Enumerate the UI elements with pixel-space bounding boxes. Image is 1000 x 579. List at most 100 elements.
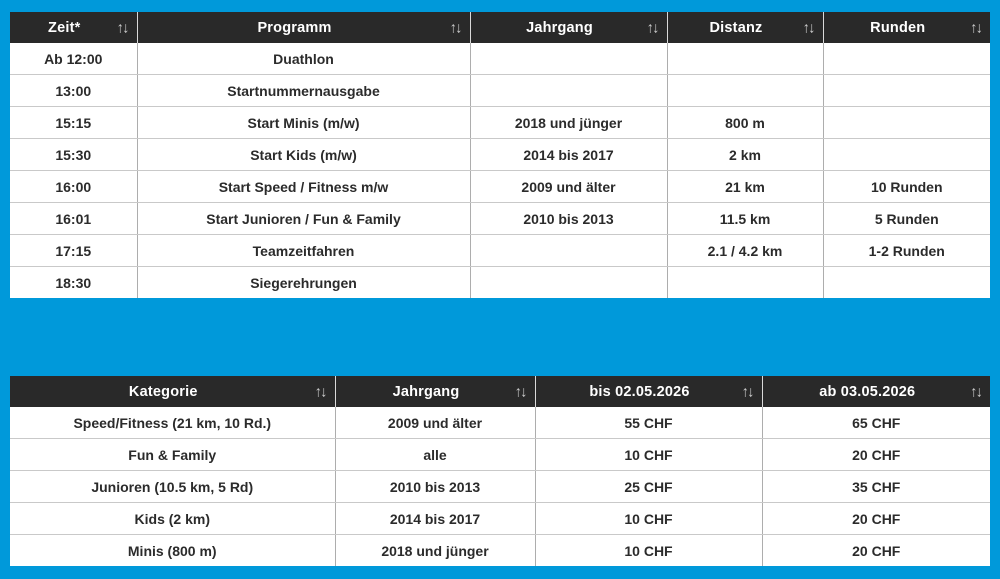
sort-updown-icon[interactable]: ↑↓ bbox=[802, 19, 816, 36]
table-cell: 2 km bbox=[667, 138, 824, 171]
column-header-kategorie[interactable]: Kategorie ↑↓ bbox=[10, 376, 336, 407]
table-cell: Start Minis (m/w) bbox=[137, 106, 471, 139]
table-cell: 10 CHF bbox=[535, 534, 763, 566]
table-cell: Start Junioren / Fun & Family bbox=[137, 202, 471, 235]
table-row: 18:30 Siegerehrungen bbox=[10, 266, 990, 299]
table-cell: 65 CHF bbox=[762, 407, 990, 439]
table-row: 17:15 Teamzeitfahren 2.1 / 4.2 km 1-2 Runde… bbox=[10, 234, 990, 267]
table-cell: 2.1 / 4.2 km bbox=[667, 234, 824, 267]
table-cell: Minis (800 m) bbox=[10, 534, 336, 566]
table-cell bbox=[823, 106, 990, 139]
table-cell: Speed/Fitness (21 km, 10 Rd.) bbox=[10, 407, 336, 439]
column-header-label: Runden bbox=[870, 19, 926, 36]
table-cell: 16:00 bbox=[10, 170, 138, 203]
column-header-label: ab 03.05.2026 bbox=[819, 383, 916, 400]
table-cell: 1-2 Runden bbox=[823, 234, 990, 267]
table-cell bbox=[823, 74, 990, 107]
table-cell: 800 m bbox=[667, 106, 824, 139]
header-row: Kategorie ↑↓ Jahrgang ↑↓ bis 02.05.2026 ↑↓ ab … bbox=[10, 376, 990, 407]
table-cell bbox=[470, 74, 668, 107]
table-row: 16:00 Start Speed / Fitness m/w 2009 und ä… bbox=[10, 170, 990, 203]
column-header-ab-03-05-2026[interactable]: ab 03.05.2026 ↑↓ bbox=[762, 376, 990, 407]
header-row: Zeit* ↑↓ Programm ↑↓ Jahrgang ↑↓ Distanz ↑↓ Rund… bbox=[10, 12, 990, 43]
sort-updown-icon[interactable]: ↑↓ bbox=[646, 19, 660, 36]
column-header-zeit[interactable]: Zeit* ↑↓ bbox=[10, 12, 138, 43]
table-cell bbox=[470, 266, 668, 298]
sort-updown-icon[interactable]: ↑↓ bbox=[970, 19, 983, 36]
column-header-bis-02-05-2026[interactable]: bis 02.05.2026 ↑↓ bbox=[535, 376, 763, 407]
table-cell: 10 CHF bbox=[535, 438, 763, 471]
column-header-label: Programm bbox=[257, 19, 332, 36]
table-row: Kids (2 km) 2014 bis 2017 10 CHF 20 CHF bbox=[10, 502, 990, 535]
table-cell: Startnummernausgabe bbox=[137, 74, 471, 107]
table-cell: alle bbox=[335, 438, 536, 471]
column-header-distanz[interactable]: Distanz ↑↓ bbox=[667, 12, 824, 43]
table-cell: 55 CHF bbox=[535, 407, 763, 439]
sort-updown-icon[interactable]: ↑↓ bbox=[314, 383, 328, 400]
table-cell: 2010 bis 2013 bbox=[335, 470, 536, 503]
table-cell: 17:15 bbox=[10, 234, 138, 267]
column-header-jahrgang[interactable]: Jahrgang ↑↓ bbox=[470, 12, 668, 43]
table-cell: 18:30 bbox=[10, 266, 138, 298]
table-cell bbox=[823, 267, 990, 299]
table-cell: Ab 12:00 bbox=[10, 43, 138, 75]
table-cell: 20 CHF bbox=[852, 542, 901, 559]
table-cell: 25 CHF bbox=[535, 470, 763, 503]
table-cell: Teamzeitfahren bbox=[137, 234, 471, 267]
column-header-jahrgang[interactable]: Jahrgang ↑↓ bbox=[335, 376, 536, 407]
table-cell: Siegerehrungen bbox=[137, 266, 471, 298]
table-cell: 5 Runden bbox=[823, 202, 990, 235]
table-cell: Junioren (10.5 km, 5 Rd) bbox=[10, 470, 336, 503]
table-cell: 20 CHF bbox=[762, 502, 990, 535]
table-row: 13:00 Startnummernausgabe bbox=[10, 74, 990, 107]
column-header-label: Zeit* bbox=[48, 19, 81, 36]
table-cell bbox=[470, 43, 668, 75]
table-row: 15:30 Start Kids (m/w) 2014 bis 2017 2 km bbox=[10, 138, 990, 171]
sort-updown-icon[interactable]: ↑↓ bbox=[741, 383, 755, 400]
table-cell bbox=[823, 43, 990, 75]
schedule-table: Zeit* ↑↓ Programm ↑↓ Jahrgang ↑↓ Distanz ↑↓ Rund… bbox=[10, 12, 990, 298]
table-cell: 2009 und älter bbox=[335, 407, 536, 439]
table-cell: Start Speed / Fitness m/w bbox=[137, 170, 471, 203]
table-cell: 10 CHF bbox=[535, 502, 763, 535]
table-row: 16:01 Start Junioren / Fun & Family 2010 b… bbox=[10, 202, 990, 235]
sort-updown-icon[interactable]: ↑↓ bbox=[449, 19, 463, 36]
table-cell bbox=[667, 266, 824, 298]
table-cell: 20 CHF bbox=[762, 438, 990, 471]
column-header-label: Jahrgang bbox=[392, 383, 460, 400]
table-row: 15:15 Start Minis (m/w) 2018 und jünger 800… bbox=[10, 106, 990, 139]
table-cell bbox=[823, 138, 990, 171]
table-cell: 15:30 bbox=[10, 138, 138, 171]
pricing-table: Kategorie ↑↓ Jahrgang ↑↓ bis 02.05.2026 ↑↓ ab … bbox=[10, 376, 990, 566]
column-header-label: bis 02.05.2026 bbox=[589, 383, 690, 400]
table-cell: 2009 und älter bbox=[470, 170, 668, 203]
table-cell: 13:00 bbox=[10, 74, 138, 107]
sort-updown-icon[interactable]: ↑↓ bbox=[970, 383, 983, 400]
sort-updown-icon[interactable]: ↑↓ bbox=[116, 19, 130, 36]
table-cell: 11.5 km bbox=[667, 202, 824, 235]
column-header-programm[interactable]: Programm ↑↓ bbox=[137, 12, 471, 43]
table-cell: Start Kids (m/w) bbox=[137, 138, 471, 171]
column-header-label: Jahrgang bbox=[526, 19, 593, 36]
table-row: Junioren (10.5 km, 5 Rd) 2010 bis 2013 25 … bbox=[10, 470, 990, 503]
table-cell: Kids (2 km) bbox=[10, 502, 336, 535]
table-cell: 2014 bis 2017 bbox=[335, 502, 536, 535]
table-cell: 21 km bbox=[667, 170, 824, 203]
sort-updown-icon[interactable]: ↑↓ bbox=[514, 383, 528, 400]
table-cell: 2018 und jünger bbox=[470, 106, 668, 139]
column-header-runden[interactable]: Runden ↑↓ bbox=[823, 12, 990, 43]
table-cell: 2014 bis 2017 bbox=[470, 138, 668, 171]
table-cell bbox=[667, 74, 824, 107]
table-cell bbox=[667, 43, 824, 75]
table-cell: 35 CHF bbox=[762, 470, 990, 503]
table-row: Ab 12:00 Duathlon bbox=[10, 43, 990, 75]
table-row: Fun & Family alle 10 CHF 20 CHF bbox=[10, 438, 990, 471]
table-row: Minis (800 m) 2018 und jünger 10 CHF 20 CHF bbox=[10, 534, 990, 566]
table-cell: 2018 und jünger bbox=[335, 534, 536, 566]
column-header-label: Kategorie bbox=[128, 383, 198, 400]
table-cell: Fun & Family bbox=[10, 438, 336, 471]
table-cell: 2010 bis 2013 bbox=[470, 202, 668, 235]
column-header-label: Distanz bbox=[709, 19, 763, 36]
table-cell: 16:01 bbox=[10, 202, 138, 235]
